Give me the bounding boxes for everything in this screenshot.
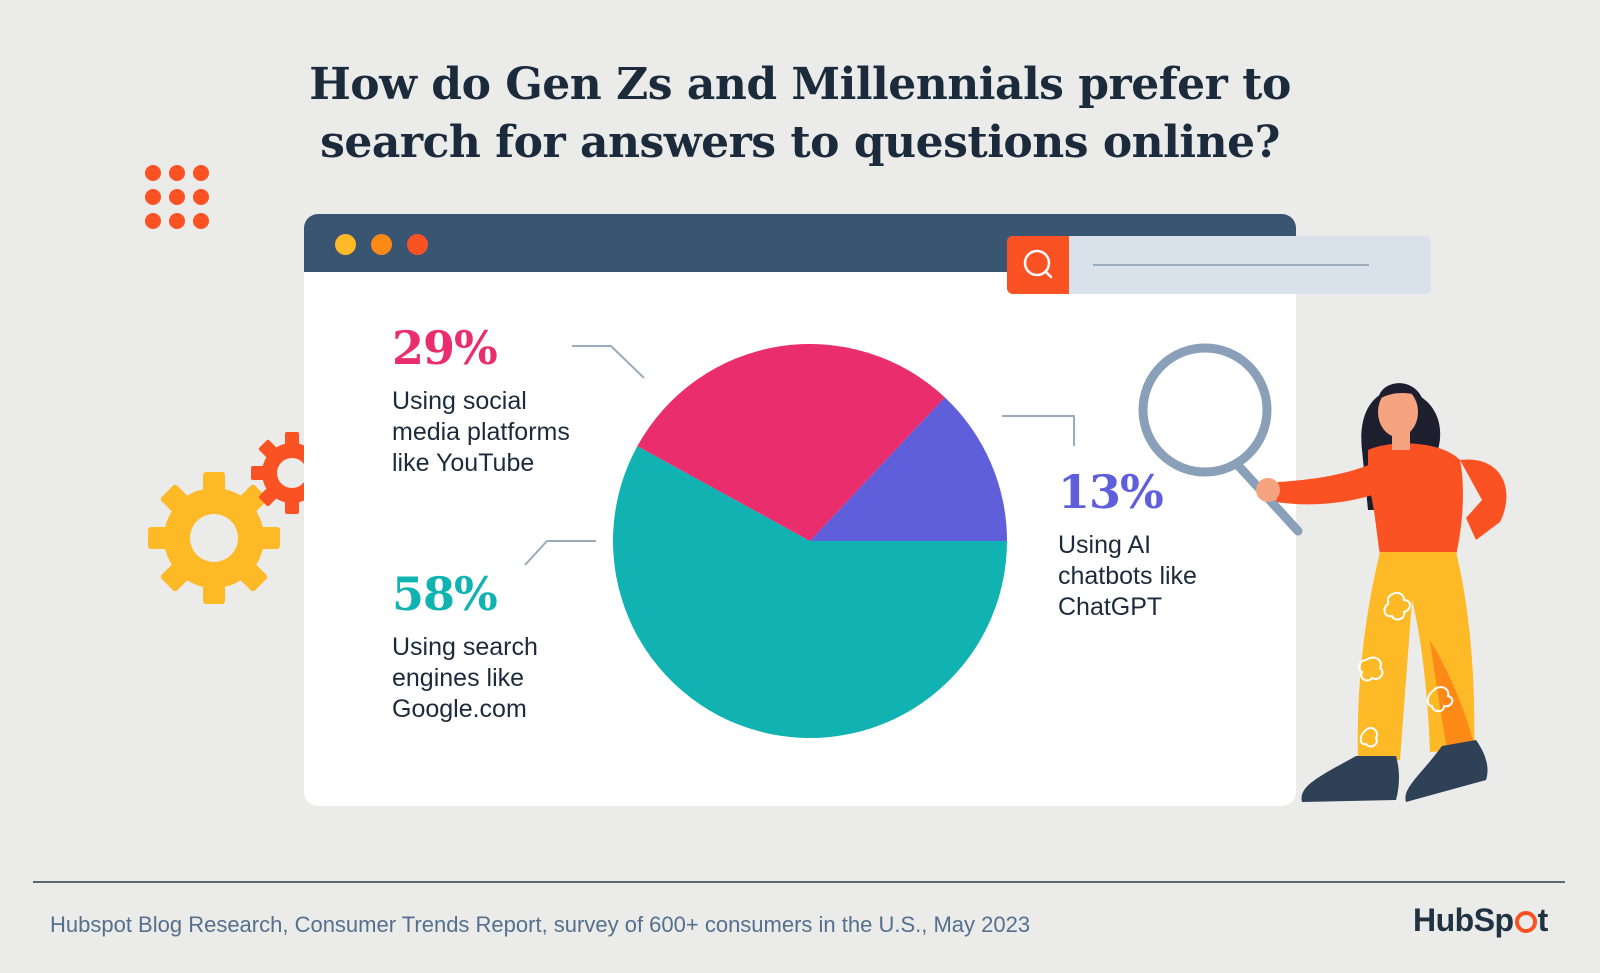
- chart-title-line2: search for answers to questions online?: [320, 117, 1280, 168]
- pie-chart: [613, 344, 1007, 738]
- slice-label-ai-line2: chatbots like: [1058, 562, 1197, 590]
- pie-slice-ai: [810, 397, 1007, 541]
- pie-slice-social: [637, 344, 945, 541]
- slice-label-social-line2: media platforms: [392, 418, 570, 446]
- sprocket-icon: [1514, 911, 1537, 933]
- slice-label-ai: Using AI chatbots like ChatGPT: [1058, 530, 1288, 623]
- slice-label-search-line3: Google.com: [392, 695, 527, 723]
- magnifier-illustration: [1138, 343, 1303, 536]
- slice-label-social-line3: like YouTube: [392, 449, 535, 477]
- pie-slice-search: [613, 446, 1007, 738]
- hubspot-logo-text-end: t: [1537, 902, 1549, 938]
- source-citation: Hubspot Blog Research, Consumer Trends R…: [50, 912, 1031, 937]
- slice-label-social: Using social media platforms like YouTub…: [392, 386, 622, 479]
- hubspot-logo-text: HubSp: [1413, 902, 1514, 938]
- search-input-line: [1093, 264, 1369, 266]
- pct-label-social: 29%: [392, 321, 498, 375]
- person-illustration: [1138, 343, 1507, 802]
- slice-label-search-line1: Using search: [392, 633, 538, 661]
- chart-title: How do Gen Zs and Millennials prefer to …: [0, 56, 1600, 172]
- dot-grid-icon: [145, 165, 209, 229]
- pct-label-ai: 13%: [1058, 465, 1164, 519]
- search-bar: [1007, 236, 1431, 294]
- pct-label-search: 58%: [392, 567, 498, 621]
- slice-label-ai-line1: Using AI: [1058, 531, 1152, 559]
- chart-title-line1: How do Gen Zs and Millennials prefer to: [309, 59, 1291, 110]
- red-dot-icon: [407, 234, 428, 255]
- slice-label-ai-line3: ChatGPT: [1058, 593, 1163, 621]
- yellow-dot-icon: [335, 234, 356, 255]
- orange-dot-icon: [371, 234, 392, 255]
- search-icon: [1023, 249, 1053, 279]
- footer-divider: [33, 881, 1565, 883]
- slice-label-search-line2: engines like: [392, 664, 525, 692]
- search-button: [1007, 236, 1069, 294]
- slice-label-social-line1: Using social: [392, 387, 527, 415]
- hubspot-logo: HubSp t: [1413, 902, 1548, 939]
- slice-label-search: Using search engines like Google.com: [392, 632, 622, 725]
